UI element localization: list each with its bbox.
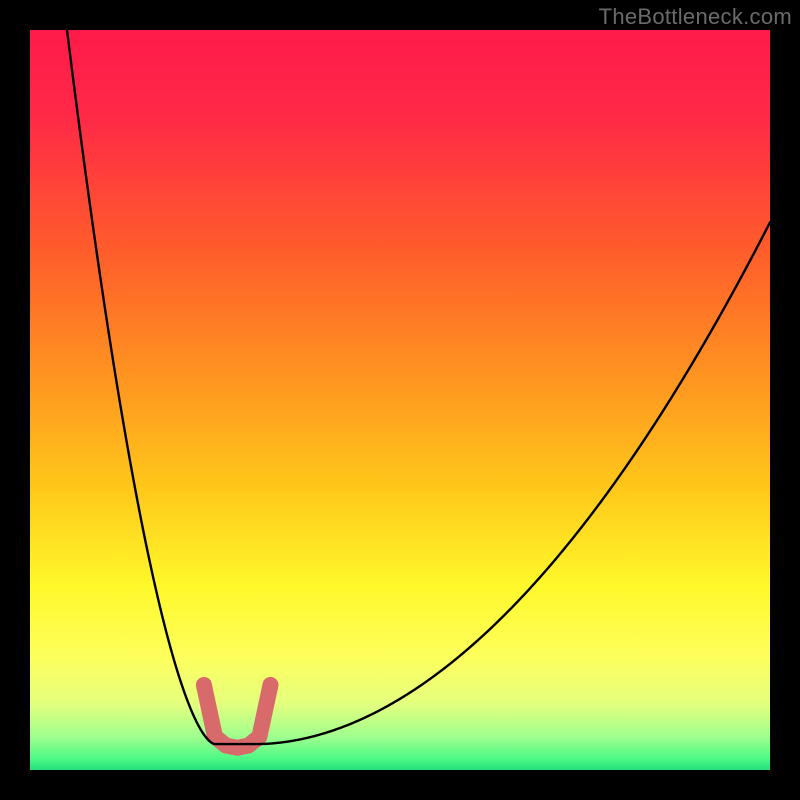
bottom-marker-endpoint bbox=[197, 678, 211, 692]
attribution-label: TheBottleneck.com bbox=[599, 4, 792, 30]
plot-background bbox=[30, 30, 770, 770]
bottleneck-chart bbox=[0, 0, 800, 800]
chart-container: TheBottleneck.com bbox=[0, 0, 800, 800]
bottom-marker-endpoint bbox=[264, 678, 278, 692]
